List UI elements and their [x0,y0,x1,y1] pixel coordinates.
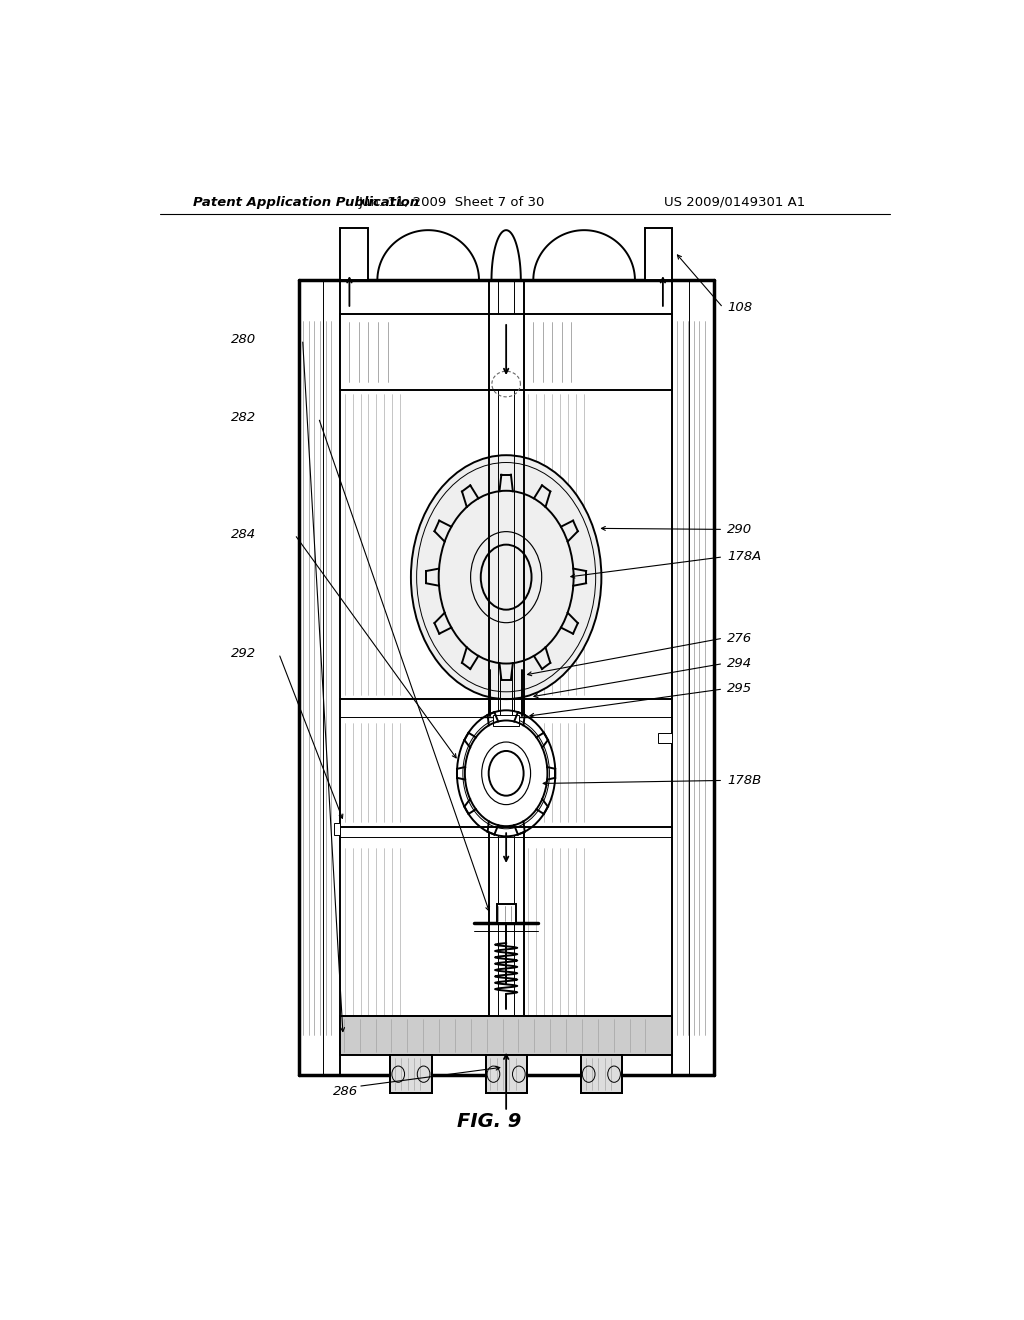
Bar [334,824,340,836]
Text: Jun. 11, 2009  Sheet 7 of 30: Jun. 11, 2009 Sheet 7 of 30 [358,195,545,209]
Text: FIG. 9: FIG. 9 [457,1113,521,1131]
Circle shape [457,710,555,837]
Circle shape [411,455,601,700]
Bar [340,1016,673,1055]
Text: 178A: 178A [727,550,762,564]
Text: 294: 294 [727,657,753,671]
Text: US 2009/0149301 A1: US 2009/0149301 A1 [664,195,805,209]
Text: 108: 108 [727,301,753,314]
Bar [340,227,368,280]
Text: 178B: 178B [727,774,762,787]
Bar [658,733,673,743]
Text: 292: 292 [231,647,256,660]
Text: Patent Application Publication: Patent Application Publication [194,195,419,209]
Text: 286: 286 [333,1085,357,1098]
Text: 280: 280 [231,333,256,346]
Text: 290: 290 [727,523,753,536]
Bar [645,227,673,280]
Text: 284: 284 [231,528,256,541]
Bar [340,314,673,391]
Bar [497,904,516,923]
Text: 295: 295 [727,682,753,696]
Bar [581,1055,622,1093]
Text: 282: 282 [231,411,256,424]
Text: 276: 276 [727,632,753,644]
Bar [390,1055,431,1093]
Bar [485,1055,526,1093]
Bar [494,715,519,726]
